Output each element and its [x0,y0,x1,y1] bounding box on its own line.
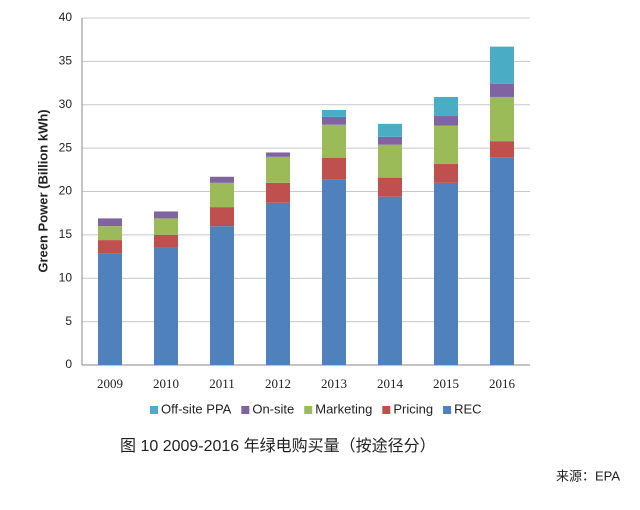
caption: 图 10 2009-2016 年绿电购买量（按途径分） [120,437,436,455]
bar-segment [434,125,458,164]
legend-swatch [443,406,452,414]
bar-segment [322,109,346,117]
bar-segment [322,179,346,365]
y-tick-label: 35 [59,54,73,68]
bar-segment [378,177,402,197]
y-axis-label: Green Power (Billion kWh) [35,109,50,272]
legend-label: On-site [252,401,294,416]
x-tick-label: 2016 [489,376,516,391]
x-tick-label: 2012 [265,376,291,391]
y-tick-label: 10 [59,270,73,284]
y-tick-label: 0 [65,357,72,371]
bar-segment [490,96,514,142]
legend-label: Off-site PPA [161,401,232,416]
legend-label: REC [454,401,481,416]
bar-segment [154,247,178,365]
legend-swatch [382,406,391,414]
bar-segment [490,141,514,158]
bar-segment [98,240,122,254]
bar-segment [210,226,234,365]
source: 来源：EPA [556,468,620,483]
bar-segment [490,46,514,84]
y-tick-label: 20 [59,184,73,198]
bar-segment [266,152,290,157]
bar-segment [434,182,458,365]
x-tick-label: 2011 [209,376,235,391]
bar-segment [210,207,234,227]
bar-segment [98,253,122,365]
legend-swatch [241,406,250,414]
y-tick-label: 25 [59,140,73,154]
legend-label: Pricing [393,401,433,416]
bar-segment [434,163,458,183]
bar-segment [154,211,178,219]
legend-swatch [304,406,313,414]
y-tick-label: 5 [65,314,72,328]
x-tick-label: 2010 [153,376,179,391]
x-tick-label: 2015 [433,376,459,391]
legend-label: Marketing [315,401,372,416]
x-tick-label: 2014 [377,376,404,391]
bar-segment [154,218,178,235]
bar-segment [378,123,402,137]
bar-segment [266,202,290,365]
bar-segment [322,124,346,158]
bar-segment [434,96,458,117]
bar-segment [378,136,402,145]
bar-segment [98,218,122,227]
x-tick-label: 2013 [321,376,347,391]
bar-segment [154,234,178,248]
bar-segment [266,182,290,203]
bar-segment [266,156,290,183]
bar-segment [434,116,458,126]
bar-segment [490,157,514,365]
legend-swatch [150,406,158,414]
bar-segment [322,157,346,180]
bar-segment [210,182,234,208]
bar-segment [98,226,122,241]
bar-segment [490,83,514,97]
bar-segment [378,144,402,178]
bar-segment [378,196,402,365]
y-tick-label: 40 [59,10,73,24]
bar-segment [322,116,346,125]
x-tick-label: 2009 [97,376,123,391]
y-tick-label: 30 [59,97,73,111]
y-tick-label: 15 [59,227,73,241]
bar-segment [210,176,234,183]
